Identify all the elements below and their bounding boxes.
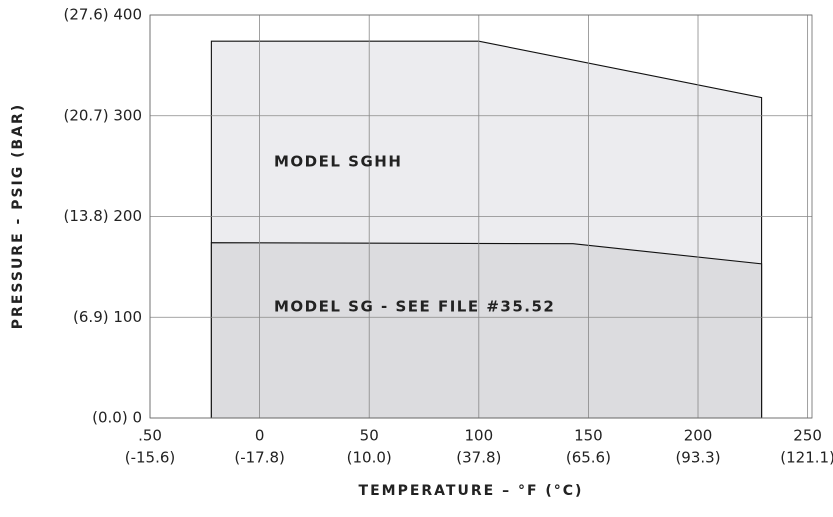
x-tick-label: 100	[464, 427, 493, 445]
y-axis-title: PRESSURE - PSIG (BAR)	[10, 103, 26, 329]
y-tick-label: (27.6) 400	[63, 6, 142, 24]
x-tick-label: 50	[360, 427, 379, 445]
x-tick-label: 200	[684, 427, 713, 445]
x-tick-label: 150	[574, 427, 603, 445]
y-tick-label: (20.7) 300	[63, 106, 142, 124]
x-tick-sublabel: (10.0)	[347, 449, 392, 467]
x-tick-label: 250	[793, 427, 822, 445]
area	[210, 242, 763, 419]
x-tick-sublabel: (37.8)	[456, 449, 501, 467]
x-tick-label: .50	[138, 427, 162, 445]
annotation: MODEL SGHH	[274, 153, 402, 171]
x-tick-sublabel: (-17.8)	[234, 449, 285, 467]
x-tick-sublabel: (-15.6)	[125, 449, 176, 467]
plot-frame	[149, 14, 813, 419]
x-axis-title: TEMPERATURE – °F (°C)	[359, 483, 584, 499]
y-tick-label: (6.9) 100	[73, 308, 142, 326]
x-tick-sublabel: (121.1)	[780, 449, 833, 467]
x-tick-sublabel: (65.6)	[566, 449, 611, 467]
annotation: MODEL SG - SEE FILE #35.52	[274, 298, 555, 316]
y-tick-label: (13.8) 200	[63, 207, 142, 225]
x-tick-sublabel: (93.3)	[675, 449, 720, 467]
x-tick-label: 0	[255, 427, 265, 445]
y-tick-label: (0.0) 0	[92, 409, 142, 427]
